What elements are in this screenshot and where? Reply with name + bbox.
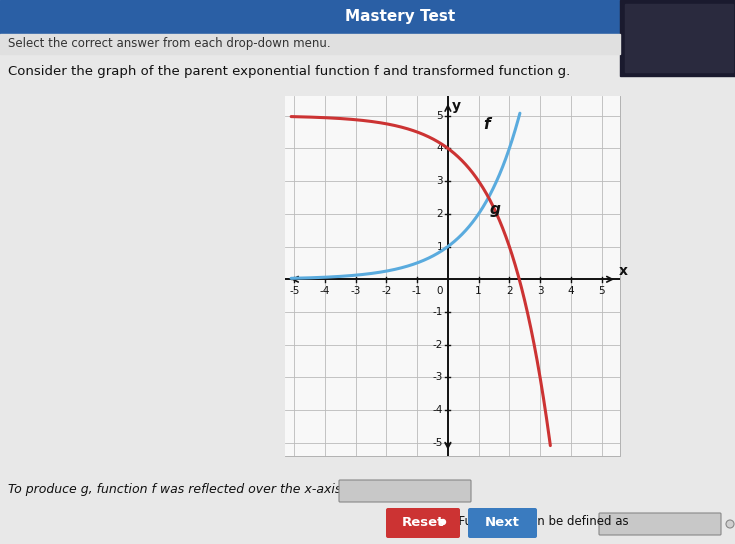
Text: 0: 0 bbox=[437, 287, 443, 296]
Text: -3: -3 bbox=[351, 287, 361, 296]
Bar bbox=[285, 96, 620, 456]
Text: 3: 3 bbox=[437, 176, 443, 186]
Bar bbox=[0, 0, 735, 34]
Text: f: f bbox=[483, 117, 490, 132]
Text: 5: 5 bbox=[598, 287, 605, 296]
Text: Next: Next bbox=[485, 516, 520, 529]
Text: -3: -3 bbox=[433, 373, 443, 382]
Text: Consider the graph of the parent exponential function f and transformed function: Consider the graph of the parent exponen… bbox=[8, 65, 570, 77]
Text: 5: 5 bbox=[437, 110, 443, 121]
Text: x: x bbox=[618, 264, 628, 277]
Text: 2: 2 bbox=[506, 287, 513, 296]
FancyBboxPatch shape bbox=[468, 508, 537, 538]
Circle shape bbox=[438, 517, 448, 527]
Text: -1: -1 bbox=[412, 287, 423, 296]
Text: -1: -1 bbox=[433, 307, 443, 317]
FancyBboxPatch shape bbox=[599, 513, 721, 535]
Circle shape bbox=[440, 520, 445, 524]
Text: y: y bbox=[451, 99, 461, 113]
Text: 4: 4 bbox=[567, 287, 574, 296]
Bar bbox=[620, 0, 735, 76]
Bar bbox=[0, 34, 620, 54]
Text: 4: 4 bbox=[437, 144, 443, 153]
Text: -5: -5 bbox=[289, 287, 299, 296]
Text: . Function g can be defined as: . Function g can be defined as bbox=[451, 516, 628, 529]
Text: 1: 1 bbox=[476, 287, 482, 296]
Text: 2: 2 bbox=[437, 209, 443, 219]
FancyBboxPatch shape bbox=[386, 508, 460, 538]
Text: -2: -2 bbox=[381, 287, 392, 296]
Text: Mastery Test: Mastery Test bbox=[345, 9, 455, 24]
Text: Select the correct answer from each drop-down menu.: Select the correct answer from each drop… bbox=[8, 38, 331, 51]
Text: -4: -4 bbox=[320, 287, 330, 296]
Text: -2: -2 bbox=[433, 339, 443, 350]
Text: To produce g, function f was reflected over the x-axis and: To produce g, function f was reflected o… bbox=[8, 483, 369, 496]
Bar bbox=[625, 4, 733, 72]
Text: -4: -4 bbox=[433, 405, 443, 415]
Text: g: g bbox=[490, 202, 501, 217]
Text: 1: 1 bbox=[437, 242, 443, 251]
Circle shape bbox=[726, 520, 734, 528]
FancyBboxPatch shape bbox=[339, 480, 471, 502]
Text: -5: -5 bbox=[433, 438, 443, 448]
Text: Reset: Reset bbox=[402, 516, 444, 529]
Text: 3: 3 bbox=[537, 287, 543, 296]
